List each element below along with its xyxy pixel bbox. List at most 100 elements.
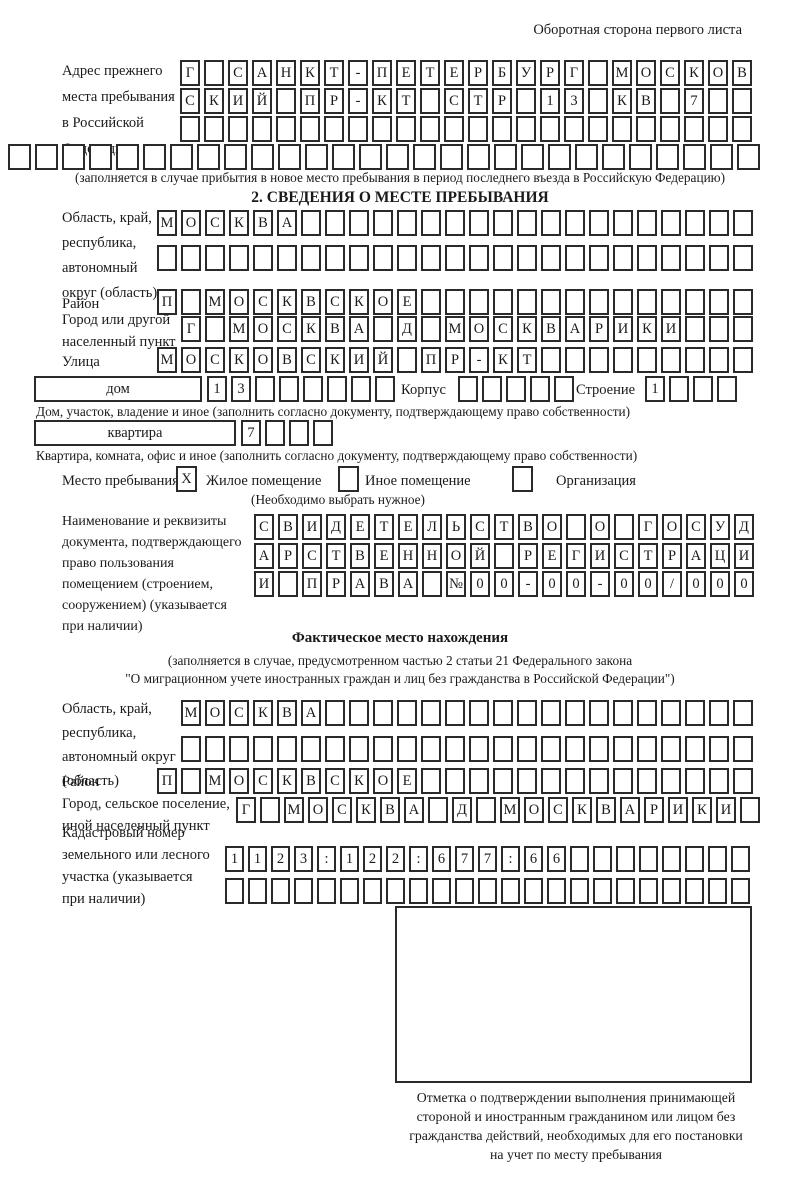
char-box[interactable]: И	[349, 347, 369, 373]
char-box[interactable]	[613, 700, 633, 726]
char-box[interactable]	[588, 60, 608, 86]
char-box[interactable]	[541, 700, 561, 726]
char-box[interactable]	[181, 245, 201, 271]
char-box[interactable]: К	[684, 60, 704, 86]
char-box[interactable]: -	[348, 60, 368, 86]
char-box[interactable]	[662, 846, 681, 872]
char-box[interactable]	[363, 878, 382, 904]
char-box[interactable]	[181, 768, 201, 794]
char-box[interactable]	[251, 144, 274, 170]
char-box[interactable]: А	[350, 571, 370, 597]
char-box[interactable]: П	[421, 347, 441, 373]
char-box[interactable]	[375, 376, 395, 402]
checkbox-zhiloe[interactable]: X	[176, 466, 197, 492]
char-box[interactable]: С	[229, 700, 249, 726]
char-box[interactable]: Р	[492, 88, 512, 114]
char-box[interactable]	[255, 376, 275, 402]
char-box[interactable]	[708, 88, 728, 114]
char-box[interactable]	[440, 144, 463, 170]
char-box[interactable]	[294, 878, 313, 904]
char-box[interactable]	[565, 289, 585, 315]
char-box[interactable]	[494, 543, 514, 569]
korpus-row[interactable]	[458, 376, 574, 402]
char-box[interactable]	[260, 797, 280, 823]
char-box[interactable]	[613, 768, 633, 794]
char-box[interactable]	[349, 736, 369, 762]
char-box[interactable]: И	[613, 316, 633, 342]
char-box[interactable]: Г	[566, 543, 586, 569]
char-box[interactable]	[349, 245, 369, 271]
char-box[interactable]: М	[181, 700, 201, 726]
char-box[interactable]	[637, 210, 657, 236]
char-box[interactable]: 6	[547, 846, 566, 872]
char-box[interactable]	[397, 347, 417, 373]
char-box[interactable]: У	[516, 60, 536, 86]
char-box[interactable]	[669, 376, 689, 402]
char-box[interactable]	[733, 245, 753, 271]
char-box[interactable]	[541, 245, 561, 271]
char-box[interactable]	[733, 700, 753, 726]
char-box[interactable]: Р	[589, 316, 609, 342]
char-box[interactable]	[348, 116, 368, 142]
char-box[interactable]	[35, 144, 58, 170]
char-box[interactable]	[493, 768, 513, 794]
char-box[interactable]	[428, 797, 448, 823]
char-box[interactable]	[660, 116, 680, 142]
char-box[interactable]: Р	[540, 60, 560, 86]
char-box[interactable]	[732, 116, 752, 142]
char-box[interactable]: Г	[564, 60, 584, 86]
char-box[interactable]: К	[356, 797, 376, 823]
char-box[interactable]	[349, 210, 369, 236]
char-box[interactable]	[589, 736, 609, 762]
char-box[interactable]	[303, 376, 323, 402]
char-box[interactable]	[708, 116, 728, 142]
char-box[interactable]	[469, 245, 489, 271]
char-box[interactable]: Н	[276, 60, 296, 86]
char-box[interactable]: О	[229, 289, 249, 315]
char-box[interactable]: 7	[478, 846, 497, 872]
char-box[interactable]: П	[157, 768, 177, 794]
char-box[interactable]: Ц	[710, 543, 730, 569]
char-box[interactable]: Р	[445, 347, 465, 373]
char-box[interactable]	[271, 878, 290, 904]
char-box[interactable]	[493, 700, 513, 726]
prev-address-row-4[interactable]	[8, 144, 760, 170]
char-box[interactable]	[733, 316, 753, 342]
char-box[interactable]: В	[277, 700, 297, 726]
char-box[interactable]	[386, 144, 409, 170]
char-box[interactable]: О	[708, 60, 728, 86]
cadastre-row-2[interactable]	[225, 878, 750, 904]
char-box[interactable]: К	[300, 60, 320, 86]
prev-address-row-3[interactable]	[180, 116, 752, 142]
char-box[interactable]	[661, 347, 681, 373]
char-box[interactable]: 2	[271, 846, 290, 872]
char-box[interactable]	[386, 878, 405, 904]
char-box[interactable]: С	[614, 543, 634, 569]
char-box[interactable]: Т	[326, 543, 346, 569]
char-box[interactable]	[661, 768, 681, 794]
char-box[interactable]: Е	[398, 514, 418, 540]
char-box[interactable]	[325, 210, 345, 236]
char-box[interactable]: М	[157, 210, 177, 236]
char-box[interactable]: О	[229, 768, 249, 794]
char-box[interactable]	[455, 878, 474, 904]
char-box[interactable]: Г	[638, 514, 658, 540]
char-box[interactable]	[709, 289, 729, 315]
char-box[interactable]	[492, 116, 512, 142]
char-box[interactable]	[709, 700, 729, 726]
char-box[interactable]	[372, 116, 392, 142]
char-box[interactable]: О	[542, 514, 562, 540]
char-box[interactable]: И	[716, 797, 736, 823]
char-box[interactable]: В	[350, 543, 370, 569]
char-box[interactable]: С	[277, 316, 297, 342]
char-box[interactable]: П	[157, 289, 177, 315]
char-box[interactable]: Т	[374, 514, 394, 540]
char-box[interactable]	[204, 116, 224, 142]
char-box[interactable]: С	[325, 768, 345, 794]
char-box[interactable]: Д	[452, 797, 472, 823]
